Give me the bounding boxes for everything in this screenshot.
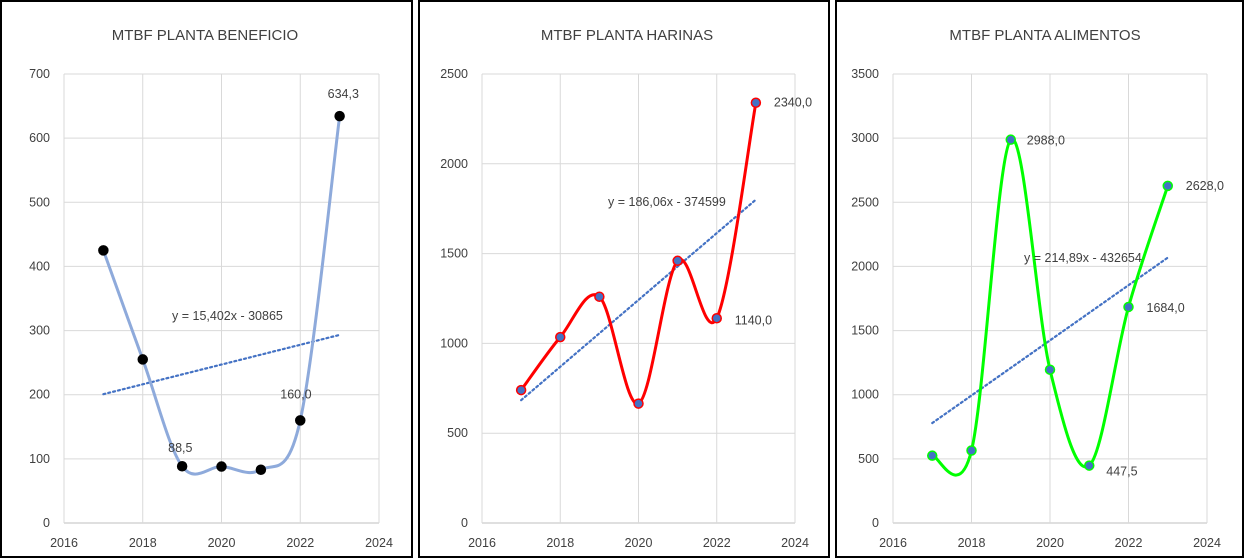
data-point (217, 462, 226, 471)
y-tick-label: 100 (29, 452, 50, 466)
y-tick-label: 2000 (440, 157, 468, 171)
x-tick-label: 2018 (129, 536, 157, 550)
data-point (296, 416, 305, 425)
data-label: 2988,0 (1027, 134, 1065, 148)
data-label: 447,5 (1106, 465, 1137, 479)
y-tick-label: 0 (461, 516, 468, 530)
x-tick-label: 2020 (1036, 536, 1064, 550)
data-point (1124, 302, 1133, 311)
data-point (99, 246, 108, 255)
data-point (1163, 181, 1172, 190)
x-tick-label: 2016 (879, 536, 907, 550)
data-point (967, 446, 976, 455)
data-label: 1684,0 (1147, 301, 1185, 315)
data-point (517, 386, 526, 395)
x-tick-label: 2018 (546, 536, 574, 550)
data-label: 1140,0 (735, 313, 772, 327)
x-tick-label: 2022 (1115, 536, 1143, 550)
data-point (673, 256, 682, 265)
y-tick-label: 300 (29, 324, 50, 338)
data-point (1006, 135, 1015, 144)
y-tick-label: 500 (29, 195, 50, 209)
y-tick-label: 500 (858, 452, 879, 466)
y-tick-label: 1000 (851, 388, 879, 402)
x-tick-label: 2016 (468, 536, 496, 550)
chart-panel-harinas: MTBF PLANTA HARINAS 0 500 1000 1500 2000 2500 2… (418, 0, 830, 558)
y-tick-label: 3500 (851, 67, 879, 81)
x-tick-label: 2018 (958, 536, 986, 550)
x-tick-label: 2016 (50, 536, 78, 550)
chart-svg-beneficio: MTBF PLANTA BENEFICIO 0 100 200 300 400 500 600… (2, 2, 411, 556)
x-tick-label: 2020 (625, 536, 653, 550)
data-point (751, 98, 760, 107)
y-tick-label: 2500 (440, 67, 468, 81)
data-point (712, 314, 721, 323)
data-point (1085, 461, 1094, 470)
y-tick-label: 2500 (851, 195, 879, 209)
chart-title: MTBF PLANTA HARINAS (541, 27, 713, 44)
y-tick-label: 500 (447, 426, 468, 440)
data-label: 88,5 (168, 441, 192, 455)
chart-title: MTBF PLANTA ALIMENTOS (949, 27, 1140, 44)
y-tick-label: 0 (872, 516, 879, 530)
data-label: 634,3 (328, 87, 359, 101)
x-tick-label: 2022 (286, 536, 314, 550)
data-point (556, 333, 565, 342)
chart-svg-harinas: MTBF PLANTA HARINAS 0 500 1000 1500 2000 2500 2… (420, 2, 828, 556)
data-point (634, 399, 643, 408)
data-point (1046, 365, 1055, 374)
trendline-equation: y = 214,89x - 432654 (1024, 251, 1142, 265)
y-tick-label: 1000 (440, 336, 468, 350)
y-tick-label: 1500 (440, 247, 468, 261)
y-tick-label: 400 (29, 259, 50, 273)
y-tick-label: 600 (29, 131, 50, 145)
data-label: 2628,0 (1186, 179, 1224, 193)
chart-svg-alimentos: MTBF PLANTA ALIMENTOS 0 500 1000 1500 2000 250… (837, 2, 1242, 556)
y-tick-label: 3000 (851, 131, 879, 145)
chart-panel-alimentos: MTBF PLANTA ALIMENTOS 0 500 1000 1500 2000 250… (835, 0, 1244, 558)
x-tick-label: 2024 (365, 536, 393, 550)
trendline-equation: y = 186,06x - 374599 (608, 195, 726, 209)
x-tick-label: 2024 (781, 536, 809, 550)
chart-title: MTBF PLANTA BENEFICIO (112, 27, 298, 44)
data-label: 160,0 (280, 387, 311, 401)
trendline-equation: y = 15,402x - 30865 (172, 309, 283, 323)
data-label: 2340,0 (774, 96, 812, 110)
x-tick-label: 2022 (703, 536, 731, 550)
data-point (595, 292, 604, 301)
chart-panel-beneficio: MTBF PLANTA BENEFICIO 0 100 200 300 400 500 600… (0, 0, 413, 558)
y-tick-label: 2000 (851, 259, 879, 273)
data-point (256, 465, 265, 474)
y-tick-label: 1500 (851, 324, 879, 338)
data-point (178, 462, 187, 471)
data-point (928, 451, 937, 460)
data-point (335, 112, 344, 121)
y-tick-label: 0 (43, 516, 50, 530)
x-tick-label: 2024 (1193, 536, 1221, 550)
y-tick-label: 200 (29, 388, 50, 402)
data-point (138, 355, 147, 364)
x-tick-label: 2020 (208, 536, 236, 550)
y-tick-label: 700 (29, 67, 50, 81)
